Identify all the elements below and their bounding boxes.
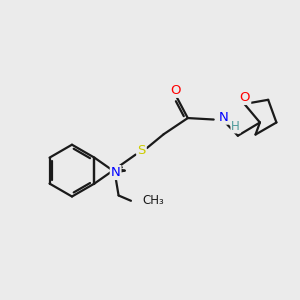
Text: CH₃: CH₃ <box>142 194 164 207</box>
Text: O: O <box>171 84 181 97</box>
Text: H: H <box>231 119 240 133</box>
Text: N: N <box>111 166 121 179</box>
Text: S: S <box>137 144 146 157</box>
Text: O: O <box>240 91 250 104</box>
Text: N: N <box>218 111 228 124</box>
